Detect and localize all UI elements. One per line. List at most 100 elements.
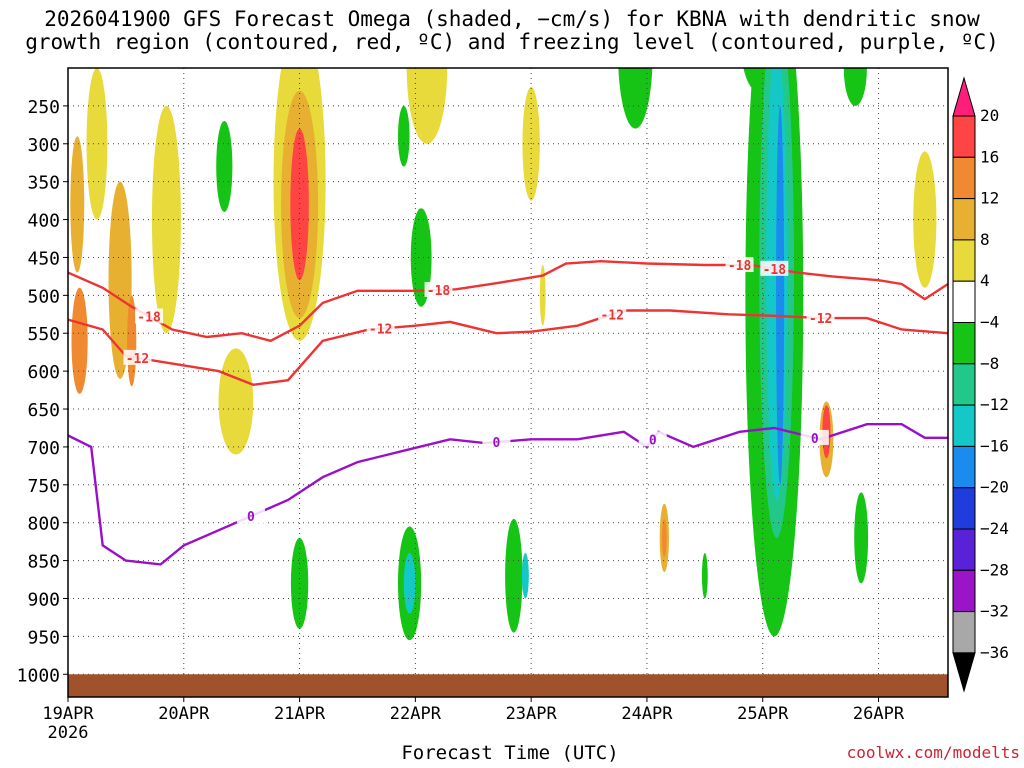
contour-label: -12 <box>369 323 392 338</box>
y-tick-label: 350 <box>27 173 60 194</box>
omega-cell <box>776 105 785 485</box>
omega-cell <box>71 287 88 394</box>
contour-label-bg <box>806 310 835 326</box>
contour-label-bg <box>424 281 453 297</box>
colorbar-swatch <box>952 198 976 241</box>
colorbar-label: 16 <box>980 147 999 166</box>
x-year-label: 2026 <box>48 723 89 743</box>
colorbar-label: −36 <box>980 643 1009 662</box>
contour-label-bg <box>135 308 164 324</box>
contour-label: 0 <box>811 432 819 447</box>
x-axis-label: Forecast Time (UTC) <box>401 742 619 764</box>
omega-shading-layer <box>70 68 937 641</box>
omega-cell <box>662 518 667 557</box>
omega-cell <box>290 128 309 281</box>
colorbar-label: −4 <box>980 313 999 332</box>
x-tick-label: 24APR <box>621 704 673 724</box>
contour-label-bg <box>123 349 152 365</box>
omega-cell <box>70 136 85 273</box>
contour-label: 0 <box>493 436 501 451</box>
y-tick-label: 900 <box>27 589 60 610</box>
colorbar-swatch <box>952 115 976 158</box>
omega-cell <box>521 553 529 599</box>
x-tick-label: 22APR <box>390 704 442 724</box>
chart-title-line-1: 2026041900 GFS Forecast Omega (shaded, −… <box>44 7 980 31</box>
omega-cell <box>539 265 546 326</box>
colorbar-swatch <box>952 156 976 200</box>
omega-cell <box>854 492 869 584</box>
colorbar-swatch <box>952 569 976 613</box>
contour-label-bg <box>638 431 667 447</box>
colorbar-swatch <box>952 239 976 282</box>
omega-cell <box>406 68 448 144</box>
y-tick-label: 250 <box>27 97 60 118</box>
x-tick-label: 21APR <box>274 704 326 724</box>
x-tick-label: 23APR <box>506 704 558 724</box>
omega-cell <box>403 553 416 614</box>
contour-label-bg <box>236 508 265 524</box>
contour-label: 0 <box>247 510 255 525</box>
contour-line--18 <box>68 259 948 343</box>
x-axis-ticks: 19APR 20APR 21APR 22APR 23APR 24APR 25APR 26APR… <box>42 697 905 743</box>
colorbar-swatch <box>952 528 976 571</box>
x-tick-label: 20APR <box>158 704 210 724</box>
omega-cell <box>398 105 410 167</box>
colorbar-label: 12 <box>980 189 999 208</box>
contour-layer: -18 -18 -18 -18 -12 -12 -12 -12 0 0 0 0 <box>68 257 948 566</box>
contour-line--12 <box>68 309 948 387</box>
y-tick-label: 600 <box>27 362 60 383</box>
colorbar-swatch <box>952 363 976 406</box>
contour-label: -18 <box>137 310 161 325</box>
contour-label: -12 <box>126 352 149 367</box>
contour-label: -18 <box>728 259 752 274</box>
contour-label: -12 <box>809 312 832 327</box>
y-tick-label: 650 <box>27 400 60 421</box>
colorbar-bottom-triangle <box>952 652 976 693</box>
y-axis-ticks: 250 300 350 400 450 500 550 600 650 700 750 800 850 9… <box>17 97 68 686</box>
colorbar-label: −24 <box>980 519 1009 538</box>
y-tick-label: 500 <box>27 286 60 307</box>
y-tick-label: 400 <box>27 211 60 232</box>
y-tick-label: 950 <box>27 627 60 648</box>
x-tick-label: 19APR <box>42 704 94 724</box>
plot-frame <box>67 67 949 698</box>
contour-label: 0 <box>649 433 657 448</box>
colorbar-label: −20 <box>980 478 1009 497</box>
contour-label-bg <box>482 434 511 450</box>
colorbar-swatch <box>952 404 976 447</box>
colorbar-label: −12 <box>980 395 1009 414</box>
x-tick-label: 25APR <box>737 704 789 724</box>
ground-layer <box>68 674 948 697</box>
colorbar-label: −28 <box>980 560 1009 579</box>
contour-label-bg <box>760 260 789 276</box>
contour-label-bg <box>800 429 829 445</box>
colorbar-swatch <box>952 487 976 530</box>
y-tick-label: 1000 <box>17 665 60 686</box>
colorbar-swatch <box>952 322 976 365</box>
omega-cell <box>86 68 108 220</box>
colorbar-label: 20 <box>980 106 999 125</box>
colorbar-swatch <box>952 611 976 654</box>
colorbar-label: 8 <box>980 230 990 249</box>
y-tick-label: 700 <box>27 438 60 459</box>
y-tick-label: 550 <box>27 324 60 345</box>
omega-cell <box>618 68 653 129</box>
contour-label-bg <box>725 257 754 273</box>
contour-label-bg <box>598 306 627 322</box>
y-tick-label: 800 <box>27 514 60 535</box>
colorbar-label: −32 <box>980 602 1009 621</box>
y-tick-label: 850 <box>27 552 60 573</box>
omega-cell <box>505 518 523 633</box>
chart-title-line-2: growth region (contoured, red, ºC) and f… <box>25 30 999 54</box>
omega-cell <box>913 151 937 288</box>
omega-cell <box>701 553 708 599</box>
omega-cell <box>108 181 132 379</box>
contour-label-bg <box>366 320 395 336</box>
ground-band <box>68 674 948 697</box>
omega-cell <box>151 105 181 334</box>
omega-cell <box>216 121 233 212</box>
colorbar-top-triangle <box>952 76 976 117</box>
contour-label: -18 <box>763 263 787 278</box>
y-tick-label: 450 <box>27 248 60 269</box>
